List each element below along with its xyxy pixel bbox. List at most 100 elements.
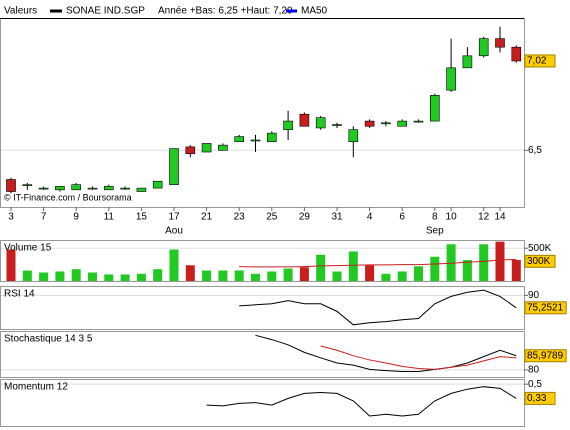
panel-title: RSI 14 — [4, 289, 35, 300]
panel-title: Volume 15 — [4, 243, 52, 254]
volume-bar — [234, 270, 244, 281]
volume-bar — [153, 269, 163, 281]
candle-body — [55, 186, 65, 191]
indicator-line — [320, 345, 517, 370]
x-tick-label: 15 — [136, 212, 148, 223]
volume-bar — [71, 269, 81, 281]
x-tick-label: 3 — [8, 212, 14, 223]
candle-body — [315, 117, 326, 129]
x-tick-label: 10 — [446, 212, 458, 223]
volume-bar — [185, 265, 195, 281]
volume-bar — [6, 249, 16, 281]
x-tick-label: 25 — [266, 212, 278, 223]
last-value-label: 75,2521 — [527, 302, 564, 313]
y-tick-label: 80 — [528, 365, 540, 376]
candle-body — [22, 184, 33, 186]
panel-title: Stochastique 14 3 5 — [4, 334, 93, 345]
candle-body — [185, 146, 196, 155]
indicator-line — [255, 334, 517, 373]
y-tick-label: 90 — [528, 290, 540, 301]
last-value-label: 0,33 — [527, 393, 547, 404]
candle-body — [6, 179, 16, 192]
candle-body — [332, 124, 342, 126]
candle-body — [201, 143, 212, 153]
volume-bar — [316, 254, 326, 281]
volume-bar — [120, 274, 130, 281]
volume-bar — [88, 272, 97, 281]
x-tick-label: 8 — [432, 212, 438, 223]
candle-body — [136, 187, 147, 192]
last-value-box — [524, 54, 556, 68]
candle-body — [364, 120, 375, 127]
panel-title: Momentum 12 — [4, 382, 68, 393]
volume-bar — [381, 273, 391, 281]
candle-body — [120, 187, 130, 190]
candle-body — [169, 148, 179, 185]
volume-bar — [283, 268, 293, 281]
last-value-box — [524, 254, 556, 268]
volume-bar — [202, 270, 212, 281]
indicator-line — [239, 289, 517, 326]
candle-body — [511, 46, 522, 62]
last-value-label: 300K — [527, 256, 551, 267]
candle-body — [104, 186, 114, 191]
candle-body — [234, 136, 244, 143]
volume-bar — [332, 271, 342, 281]
volume-bar — [397, 271, 407, 281]
last-value-label: 7,02 — [527, 56, 547, 67]
volume-bar — [414, 266, 423, 281]
volume-bar — [299, 267, 309, 281]
candle-body — [397, 120, 408, 127]
indicator-line — [239, 258, 517, 268]
volume-bar — [511, 260, 521, 281]
candle-body — [152, 180, 163, 189]
indicator-panel — [0, 286, 525, 330]
legend-series: SONAE IND.SGP — [66, 6, 145, 17]
price-panel — [0, 18, 525, 208]
candle-body — [381, 122, 391, 125]
last-value-box — [524, 349, 567, 363]
month-label: Sep — [426, 226, 444, 237]
volume-bar — [39, 272, 49, 281]
x-tick-label: 12 — [478, 212, 490, 223]
volume-bar — [55, 271, 65, 281]
volume-bar — [218, 270, 228, 281]
candle-body — [495, 38, 505, 48]
candle-body — [446, 67, 456, 91]
legend-ma: MA50 — [301, 6, 328, 17]
x-tick-label: 4 — [367, 212, 373, 223]
volume-bar — [267, 271, 277, 281]
x-tick-label: 11 — [104, 212, 115, 223]
x-tick-label: 29 — [299, 212, 311, 223]
volume-bar — [104, 274, 114, 281]
last-value-box — [524, 391, 556, 405]
volume-bar — [169, 249, 179, 281]
y-tick-label: 500K — [528, 243, 552, 254]
x-tick-label: 9 — [73, 212, 79, 223]
indicator-panel — [0, 379, 525, 427]
month-label: Aou — [165, 226, 183, 237]
candle-body — [429, 95, 440, 122]
volume-bar — [348, 251, 358, 281]
candle-body — [462, 55, 473, 69]
y-tick-label: 6,5 — [528, 145, 542, 156]
volume-bar — [136, 273, 146, 281]
candle-body — [283, 120, 293, 130]
candle-body — [71, 184, 81, 191]
candle-body — [87, 187, 98, 190]
volume-bar — [22, 270, 32, 281]
indicator-line — [206, 386, 517, 417]
last-value-label: 85,9789 — [527, 350, 564, 361]
last-value-box — [524, 301, 567, 315]
candle-body — [348, 129, 359, 143]
x-tick-label: 17 — [168, 212, 180, 223]
volume-bar — [479, 244, 489, 281]
x-tick-label: 14 — [494, 212, 506, 223]
x-tick-label: 31 — [331, 212, 343, 223]
candle-body — [413, 120, 424, 123]
volume-bar — [446, 244, 456, 281]
candle-body — [478, 38, 489, 57]
legend-label: Valeurs — [4, 6, 37, 17]
y-tick-label: 0,5 — [528, 379, 542, 390]
